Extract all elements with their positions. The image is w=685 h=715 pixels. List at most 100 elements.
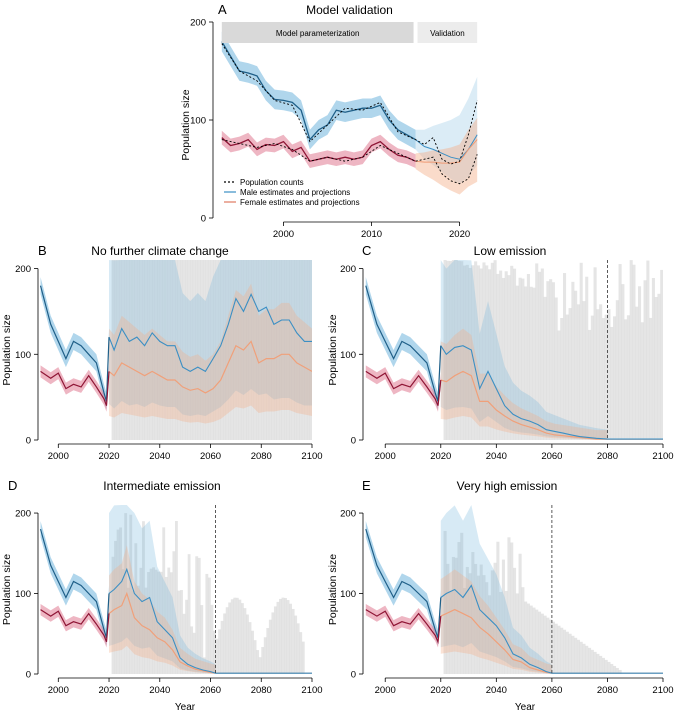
male-projection-line [440,584,663,674]
male-estimate-band [365,521,441,646]
x-tick-label: 2020 [430,685,451,696]
axes: 0 100 200 2000 2020 2040 2060 2080 2100 Populatio… [327,264,674,462]
x-axis-label: Year [515,702,536,713]
female-projection-line [108,340,312,394]
y-tick-label: 200 [340,509,356,520]
panel-title: Model validation [306,3,393,17]
x-tick-label: 2060 [541,685,562,696]
legend-label: Female estimates and projections [240,198,360,207]
panel-b: B No further climate change 0 100 200 2000 202… [1,243,323,462]
female-projection-band [109,545,216,674]
axes: 0 100 200 2000 2020 2040 2060 2080 2100 Populatio… [1,509,323,713]
x-tick-label: 2000 [375,451,396,462]
female-projection-line [415,139,478,164]
y-tick-label: 100 [340,350,356,361]
panel-letter: E [362,478,371,493]
panel-c: C Low emission 0 100 200 2000 2020 2040 2060 2080… [327,243,674,462]
x-tick-label: 2000 [48,685,69,696]
female-estimate-line [40,609,110,643]
male-projection-line [440,345,663,440]
y-tick-label: 200 [15,264,31,275]
legend-label: Population counts [240,178,304,187]
panel-a: A Model validation Model parameterization V… [180,2,478,240]
period-bar [417,22,478,43]
female-estimate-band [40,365,110,412]
female-projection-line [440,608,663,674]
panel-letter: C [362,243,371,258]
plot-area [39,260,312,440]
period-label: Validation [430,29,465,38]
axes: 0 100 200 2000 2020 2040 2060 2080 2100 Populatio… [1,264,323,462]
female-estimate-line [40,370,110,406]
female-projection-band [109,283,312,424]
x-tick-label: 2000 [273,229,294,240]
y-tick-label: 0 [26,670,31,681]
female-estimate-line [365,609,442,645]
x-tick-label: 2040 [486,451,507,462]
y-tick-label: 100 [15,589,31,600]
female-projection-band [440,569,552,674]
x-tick-label: 2100 [652,685,673,696]
y-tick-label: 200 [340,264,356,275]
panel-title: Low emission [474,244,547,258]
panel-e: E Very high emission 0 100 200 2000 2020 2040 20… [327,478,674,713]
x-tick-label: 2080 [597,451,618,462]
axes: 0 100 200 2000 2020 2040 2060 2080 2100 Populatio… [327,509,674,713]
male-projection-band [440,505,552,674]
male-estimate-line [365,528,442,638]
female-projection-line [440,370,663,440]
female-estimate-band [40,603,110,648]
male-estimate-band [40,521,110,646]
x-tick-label: 2020 [449,229,470,240]
x-tick-label: 2040 [486,685,507,696]
y-tick-label: 100 [340,589,356,600]
uncertainty-fan [111,260,312,440]
y-tick-label: 200 [15,509,31,520]
uncertainty-fan [443,260,663,440]
female-validation-band [415,118,478,195]
plot-area [39,505,312,674]
x-tick-label: 2080 [251,685,272,696]
x-tick-label: 2060 [200,685,221,696]
panel-title: No further climate change [91,244,229,258]
period-label: Model parameterization [276,29,360,38]
x-tick-label: 2020 [98,451,119,462]
x-tick-label: 2020 [430,451,451,462]
plot-area [221,31,478,195]
panel-letter: B [38,243,47,258]
x-tick-label: 2100 [301,451,322,462]
plot-area [365,260,663,440]
x-tick-label: 2040 [149,685,170,696]
male-estimate-line [39,285,110,402]
x-axis-label: Year [175,702,196,713]
female-estimate-line [365,370,442,406]
female-counts-line [221,139,478,185]
y-tick-label: 100 [190,116,206,127]
y-axis-label: Population size [180,89,192,160]
x-tick-label: 2000 [375,685,396,696]
panel-title: Very high emission [457,479,558,493]
y-tick-label: 100 [15,350,31,361]
plot-area [365,505,663,674]
x-tick-label: 2060 [541,451,562,462]
x-tick-label: 2080 [251,451,272,462]
male-projection-band [440,260,608,440]
panel-title: Intermediate emission [103,479,220,493]
male-projection-band [109,260,312,416]
y-tick-label: 0 [26,436,31,447]
x-tick-label: 2060 [200,451,221,462]
female-projection-band [440,328,608,440]
male-projection-line [108,567,312,674]
male-projection-band [109,505,216,674]
male-estimate-band [365,277,441,410]
y-axis-label: Population size [1,554,13,625]
x-tick-label: 2040 [149,451,170,462]
x-tick-label: 2080 [597,685,618,696]
y-axis-label: Population size [327,554,339,625]
y-tick-label: 0 [351,436,356,447]
x-tick-label: 2100 [301,685,322,696]
panel-letter: A [218,2,227,17]
period-bar [221,22,414,43]
male-estimate-band [40,277,110,410]
